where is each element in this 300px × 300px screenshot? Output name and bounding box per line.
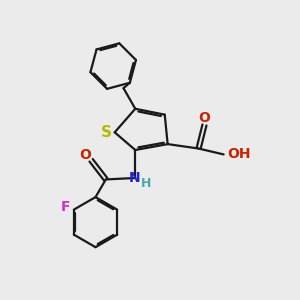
Text: S: S [101,125,112,140]
Text: H: H [141,177,152,190]
Text: F: F [60,200,70,214]
Text: OH: OH [227,147,250,161]
Text: N: N [129,171,140,185]
Text: O: O [79,148,91,162]
Text: O: O [199,112,210,125]
